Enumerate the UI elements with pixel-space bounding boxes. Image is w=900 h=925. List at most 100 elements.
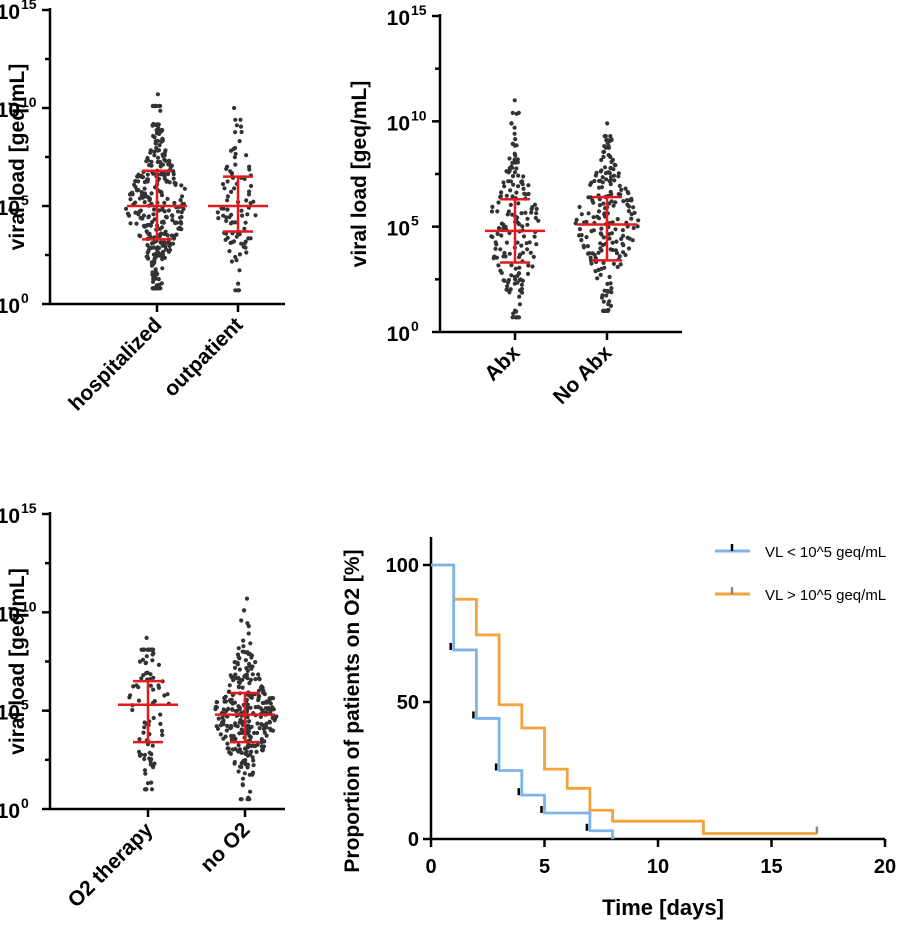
data-point	[145, 222, 150, 227]
data-point	[245, 753, 250, 758]
data-point	[523, 210, 528, 215]
data-point	[577, 204, 582, 210]
data-point	[606, 289, 611, 294]
data-point	[589, 229, 594, 234]
data-point	[148, 683, 153, 688]
data-point	[239, 727, 244, 732]
y-tick-label-base: 10	[0, 197, 20, 220]
dot-cloud-abx	[489, 98, 541, 320]
data-point	[229, 697, 234, 702]
data-point	[173, 220, 178, 225]
data-point	[147, 245, 152, 250]
data-point	[507, 156, 512, 161]
data-point	[573, 221, 578, 226]
data-point	[607, 274, 612, 280]
data-point	[248, 705, 253, 710]
data-point	[147, 750, 152, 755]
data-point	[146, 214, 151, 219]
data-point	[244, 250, 249, 255]
data-point	[618, 262, 623, 267]
data-point	[263, 700, 268, 705]
data-point	[250, 672, 255, 677]
data-point	[159, 225, 165, 230]
data-point	[238, 764, 243, 769]
data-point	[244, 596, 250, 601]
data-point	[530, 264, 535, 269]
data-point	[609, 231, 615, 236]
y-tick-label-base: 10	[0, 505, 20, 528]
data-point	[615, 264, 620, 270]
data-point	[512, 274, 518, 279]
data-point	[270, 696, 276, 701]
data-point	[160, 162, 166, 167]
data-point	[172, 200, 177, 206]
data-point	[165, 171, 171, 177]
data-point	[595, 276, 600, 281]
data-point	[516, 201, 521, 206]
data-point	[160, 266, 165, 271]
data-point	[623, 252, 628, 258]
data-point	[155, 92, 160, 97]
data-point	[499, 270, 504, 275]
data-point	[152, 207, 157, 212]
data-point	[609, 199, 614, 204]
x-category-label: No Abx	[549, 341, 617, 409]
data-point	[242, 650, 248, 655]
data-point	[149, 191, 154, 196]
data-point	[224, 215, 229, 220]
data-point	[151, 687, 156, 692]
data-point	[257, 726, 262, 731]
data-point	[250, 664, 255, 669]
data-point	[626, 191, 631, 196]
data-point	[237, 667, 242, 672]
data-point	[151, 276, 156, 281]
data-point	[241, 644, 246, 649]
x-tick-label: 0	[425, 856, 436, 878]
data-point	[239, 241, 244, 246]
data-point	[136, 749, 142, 754]
data-point	[143, 660, 149, 665]
data-point	[601, 149, 606, 155]
data-point	[236, 769, 241, 774]
data-point	[227, 683, 232, 688]
data-point	[216, 716, 221, 721]
data-point	[613, 200, 618, 205]
dot-cloud-no-abx	[573, 121, 641, 313]
data-point	[179, 221, 184, 226]
data-point	[248, 735, 253, 740]
data-point	[154, 286, 159, 291]
panel-o2-survival-curve: 0 50 100 0 5 10 15 20 Time [days] Proportion of p…	[341, 537, 896, 920]
y-tick-label-base: 10	[387, 112, 410, 135]
data-point	[629, 216, 634, 221]
data-point	[511, 311, 516, 316]
data-point	[225, 198, 230, 203]
data-point	[249, 655, 254, 660]
y-tick-label-base: 10	[387, 218, 410, 241]
data-point	[156, 685, 162, 690]
data-point	[602, 288, 607, 293]
data-point	[272, 718, 277, 723]
data-point	[232, 186, 237, 191]
data-point	[228, 240, 233, 245]
data-point	[516, 110, 521, 115]
data-point	[516, 271, 522, 276]
data-point	[608, 281, 613, 286]
data-point	[516, 184, 521, 189]
y-tick-label: 100	[386, 555, 419, 577]
data-point	[253, 213, 258, 218]
data-point	[606, 170, 611, 175]
data-point	[225, 723, 230, 729]
data-point	[499, 233, 504, 238]
data-point	[514, 166, 519, 171]
data-point	[605, 281, 610, 286]
data-point	[236, 743, 241, 748]
data-point	[160, 252, 165, 257]
data-point	[529, 207, 534, 212]
data-point	[508, 287, 513, 292]
data-point	[152, 149, 157, 154]
data-point	[596, 209, 602, 214]
data-point	[156, 155, 161, 160]
data-point	[502, 250, 507, 256]
data-point	[505, 284, 510, 289]
